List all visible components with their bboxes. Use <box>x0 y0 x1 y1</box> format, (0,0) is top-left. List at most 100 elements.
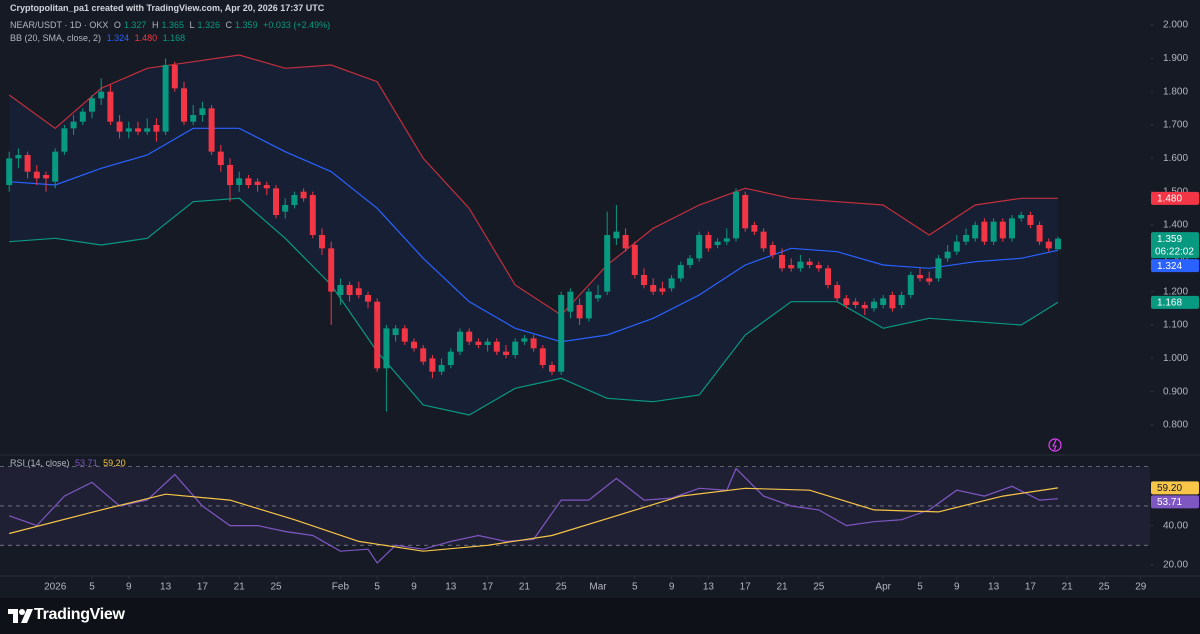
x-tick-label: 9 <box>411 582 417 593</box>
indicator-line <box>9 127 1059 343</box>
indicator-line <box>8 467 1059 564</box>
x-tick-label: 25 <box>556 582 568 593</box>
indicator-value: 1.480 <box>134 33 158 43</box>
candle-body <box>70 121 77 129</box>
candle-body <box>567 291 574 312</box>
y-tick-label: 0.900 <box>1163 386 1188 397</box>
candle-body <box>576 305 583 319</box>
candle-body <box>898 295 905 305</box>
y-tick-label: 1.900 <box>1163 53 1188 64</box>
candle-body <box>769 245 776 255</box>
candle-body <box>705 235 712 249</box>
x-tick-label: Feb <box>332 582 350 593</box>
candle-body <box>273 188 279 215</box>
candle-body <box>558 295 565 372</box>
candle-body <box>107 91 114 122</box>
candle-body <box>999 221 1006 239</box>
candle-body <box>512 341 519 355</box>
indicator-line <box>9 197 1059 416</box>
candle-body <box>990 221 997 242</box>
candle-body <box>585 291 592 319</box>
y-tick-label: 1.000 <box>1163 353 1188 364</box>
y-tick-label: 1.200 <box>1163 286 1188 297</box>
candle-body <box>447 351 454 365</box>
ohlc-value: 1.359 <box>235 20 258 30</box>
candle-body <box>337 285 344 295</box>
candle-body <box>236 178 243 185</box>
x-tick-label: 25 <box>813 582 825 593</box>
x-tick-label: 17 <box>482 582 494 593</box>
candle-body <box>217 151 224 165</box>
rsi-legend: RSI (14, close) 53.71 59.20 <box>10 458 129 468</box>
candle-body <box>1018 215 1025 219</box>
candle-body <box>254 181 261 185</box>
indicator-name: RSI (14, close) <box>10 458 70 468</box>
x-tick-label: 5 <box>89 582 95 593</box>
candle-body <box>1027 215 1034 225</box>
candle-body <box>871 301 877 309</box>
candle-body <box>319 235 325 249</box>
candle-body <box>162 65 169 132</box>
y-tick-label: 1.300 <box>1163 253 1188 264</box>
candle-body <box>263 185 270 189</box>
brand-name[interactable]: TradingView <box>34 606 125 623</box>
candle-body <box>79 111 86 122</box>
price-badge-label: 1.480 <box>1157 193 1182 204</box>
candle-body <box>595 295 601 299</box>
candle-body <box>677 265 684 279</box>
candle-body <box>484 341 491 345</box>
x-tick-label: 5 <box>917 582 923 593</box>
price-badge-label: 1.359 <box>1157 234 1182 245</box>
candle-body <box>503 351 509 355</box>
y-tick-label: 1.800 <box>1163 86 1188 97</box>
candle-body <box>346 285 353 295</box>
x-tick-label: 9 <box>126 582 132 593</box>
x-tick-label: 29 <box>1135 582 1147 593</box>
ohlc-label: O <box>113 20 121 30</box>
candle-body <box>981 221 988 242</box>
candle-body <box>493 341 500 352</box>
indicator-value: 1.324 <box>106 33 130 43</box>
price-badge-label: 1.168 <box>1157 297 1182 308</box>
candle-body <box>466 331 473 342</box>
price-badge-label: 59.20 <box>1157 483 1182 494</box>
price-badge-label: 1.324 <box>1157 261 1182 272</box>
x-tick-label: 2026 <box>44 582 67 593</box>
candle-body <box>880 298 887 305</box>
x-tick-label: 9 <box>954 582 960 593</box>
indicator-line <box>8 54 1058 316</box>
candle-body <box>889 295 896 309</box>
ohlc-label: L <box>189 20 195 30</box>
candle-body <box>917 275 923 279</box>
candle-body <box>6 158 13 185</box>
candle-body <box>760 231 767 249</box>
candle-body <box>411 341 417 349</box>
background <box>0 0 1200 600</box>
candle-body <box>15 155 22 159</box>
candle-body <box>1036 225 1043 242</box>
candle-body <box>153 125 160 132</box>
y-tick-label: 40.00 <box>1163 520 1188 531</box>
x-tick-label: 21 <box>234 582 246 593</box>
candle-body <box>208 108 215 152</box>
chart: 2026 5 9 13 17 21 25 Feb 5 9 13 17 21 25 Mar 5 9 13 17 21 25… <box>0 0 1200 600</box>
candle-body <box>963 235 969 242</box>
candle-body <box>245 178 252 185</box>
candle-body <box>438 365 445 372</box>
y-tick-label: 0.800 <box>1163 420 1188 431</box>
candle-body <box>742 195 749 229</box>
y-tick-label: 20.00 <box>1163 560 1188 571</box>
candle-body <box>631 245 638 275</box>
candle-body <box>861 305 868 309</box>
candle-body <box>788 265 795 269</box>
price-badge <box>1151 191 1199 205</box>
candle-body <box>52 151 59 182</box>
brand-logo[interactable] <box>8 607 34 627</box>
alert-icon[interactable] <box>1048 438 1062 452</box>
y-tick-label: 1.700 <box>1163 120 1188 131</box>
ohlc-label: H <box>151 20 159 30</box>
candle-body <box>549 365 555 372</box>
candle-body <box>1055 238 1061 250</box>
candle-body <box>89 98 95 112</box>
x-tick-label: Apr <box>875 582 891 593</box>
